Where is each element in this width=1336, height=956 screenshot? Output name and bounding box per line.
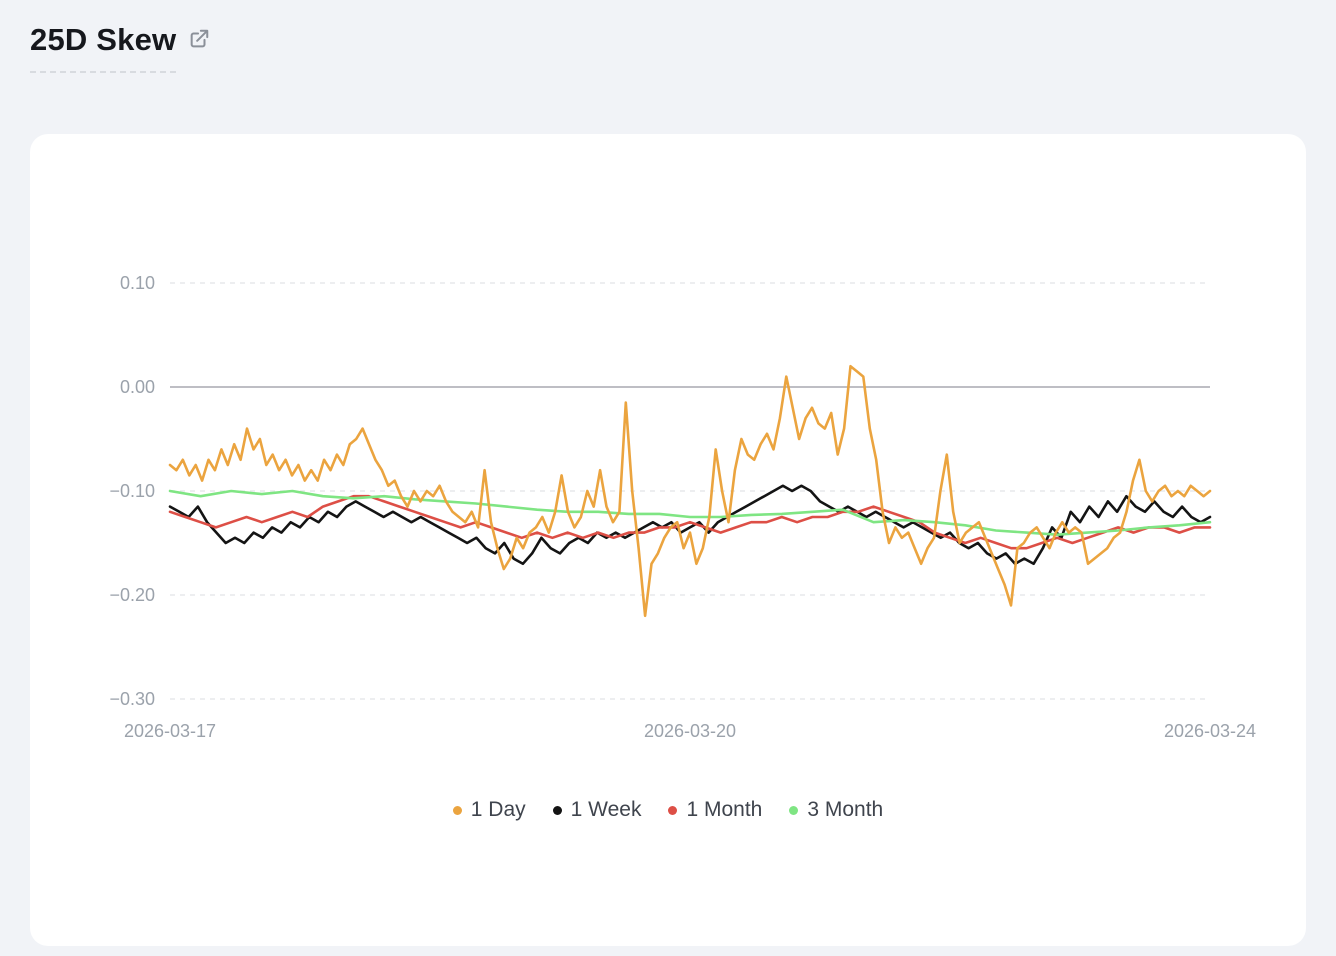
svg-text:2026-03-17: 2026-03-17: [124, 721, 216, 741]
page-title: 25D Skew: [30, 22, 177, 73]
header: 25D Skew: [30, 22, 1336, 73]
legend-label-1-month: 1 Month: [686, 798, 763, 821]
legend-dot-1-day: [452, 805, 462, 815]
legend-dot-3-month: [789, 805, 799, 815]
svg-text:0.10: 0.10: [120, 273, 155, 293]
legend-item-1-day[interactable]: 1 Day: [452, 798, 526, 822]
svg-text:−0.10: −0.10: [109, 481, 155, 501]
svg-text:−0.30: −0.30: [109, 689, 155, 709]
legend-item-1-week[interactable]: 1 Week: [552, 798, 642, 822]
legend-item-3-month[interactable]: 3 Month: [789, 798, 883, 822]
svg-text:2026-03-20: 2026-03-20: [644, 721, 736, 741]
chart-legend: 1 Day 1 Week 1 Month 3 Month: [30, 798, 1306, 822]
external-link-icon[interactable]: [188, 28, 210, 50]
chart-card: 0.10 0.00 −0.10 −0.20 −0.30 2026-03-17 2026-03…: [30, 134, 1306, 946]
page: 25D Skew 0.10 0.00 −0.10 −0.20 −0.30 2026-03-…: [0, 22, 1336, 956]
svg-text:2026-03-24: 2026-03-24: [1164, 721, 1256, 741]
svg-text:0.00: 0.00: [120, 377, 155, 397]
legend-item-1-month[interactable]: 1 Month: [668, 798, 762, 822]
svg-text:−0.20: −0.20: [109, 585, 155, 605]
legend-dot-1-week: [552, 805, 562, 815]
skew-chart[interactable]: 0.10 0.00 −0.10 −0.20 −0.30 2026-03-17 2026-03…: [30, 134, 1306, 760]
legend-dot-1-month: [668, 805, 678, 815]
legend-label-1-week: 1 Week: [570, 798, 642, 821]
legend-label-3-month: 3 Month: [807, 798, 884, 821]
legend-label-1-day: 1 Day: [470, 798, 526, 821]
